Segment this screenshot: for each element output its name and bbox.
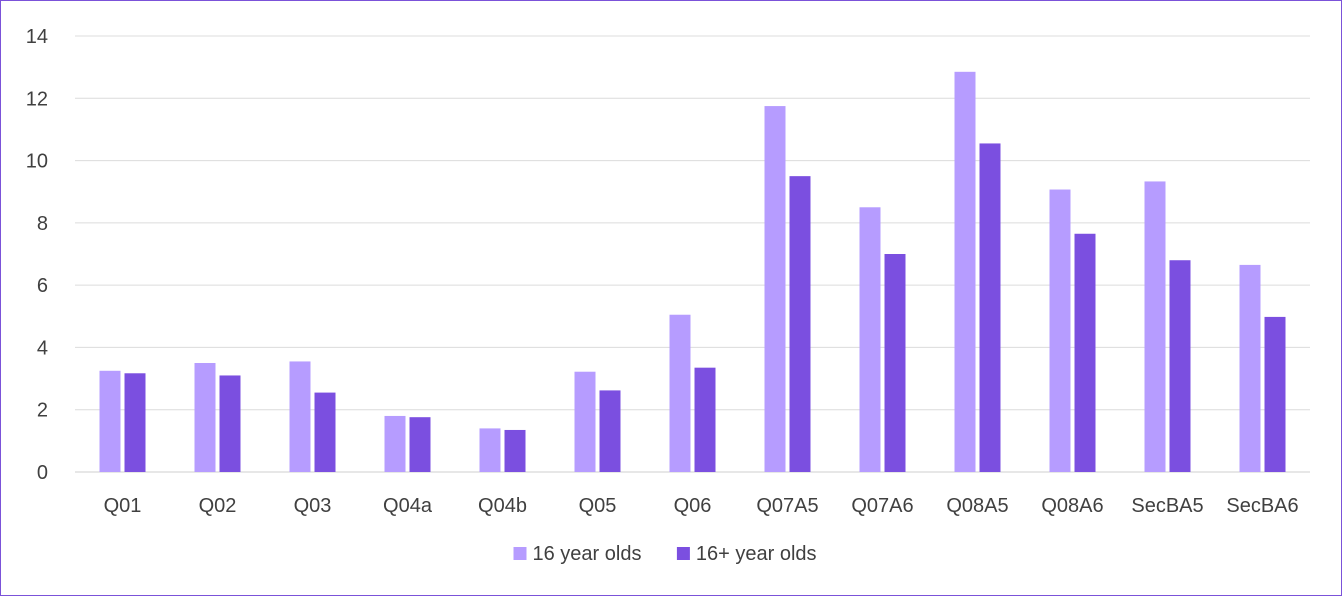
x-tick-label: Q08A6 <box>1041 495 1103 517</box>
bar-SecBA6-series-1 <box>1239 264 1261 472</box>
bar-Q03-series-1 <box>289 361 311 472</box>
bar-Q03-series-2 <box>314 392 336 472</box>
x-tick-label: Q07A6 <box>851 495 913 517</box>
bar-Q04a-series-1 <box>384 415 406 472</box>
y-tick-label: 6 <box>37 275 48 297</box>
bar-Q02-series-2 <box>219 375 241 472</box>
x-tick-label: SecBA6 <box>1226 495 1298 517</box>
x-tick-label: Q02 <box>199 495 237 517</box>
y-tick-label: 4 <box>37 337 48 359</box>
bar-Q04a-series-2 <box>409 417 431 472</box>
legend-label: 16 year olds <box>533 543 642 565</box>
gridlines <box>75 35 1310 473</box>
y-tick-label: 12 <box>26 88 48 110</box>
bar-Q05-series-2 <box>599 390 621 472</box>
bar-Q04b-series-2 <box>504 429 526 472</box>
bar-Q07A5-series-1 <box>764 106 786 473</box>
y-axis-ticks: 0 2 4 6 8 10 12 14 <box>26 26 48 484</box>
x-axis-ticks: Q01 Q02 Q03 Q04a Q04b Q05 Q06 Q07A5 Q07A6 Q08A5 Q0… <box>104 495 1299 517</box>
bar-SecBA5-series-2 <box>1169 260 1191 472</box>
x-tick-label: Q03 <box>294 495 332 517</box>
bar-SecBA5-series-1 <box>1144 181 1166 473</box>
legend-swatch <box>513 547 527 560</box>
x-tick-label: Q08A5 <box>946 495 1008 517</box>
x-tick-label: Q04a <box>383 495 433 517</box>
legend-label: 16+ year olds <box>696 543 817 565</box>
x-tick-label: Q06 <box>674 495 712 517</box>
bar-Q07A5-series-2 <box>789 176 811 472</box>
legend-swatch <box>676 547 690 560</box>
bar-Q05-series-1 <box>574 371 596 472</box>
bar-SecBA6-series-2 <box>1264 316 1286 472</box>
x-tick-label: Q01 <box>104 495 142 517</box>
y-tick-label: 0 <box>37 462 48 484</box>
bar-Q01-series-1 <box>99 370 121 472</box>
bar-Q06-series-2 <box>694 367 716 472</box>
x-tick-label: Q05 <box>579 495 617 517</box>
bars <box>99 71 1286 473</box>
y-tick-label: 10 <box>26 151 48 173</box>
bar-Q07A6-series-1 <box>859 207 881 473</box>
bar-Q08A5-series-2 <box>979 143 1001 472</box>
bar-Q06-series-1 <box>669 314 691 472</box>
y-tick-label: 8 <box>37 213 48 235</box>
y-tick-label: 2 <box>37 400 48 422</box>
bar-Q02-series-1 <box>194 363 216 472</box>
bar-Q08A6-series-1 <box>1049 189 1071 472</box>
x-tick-label: SecBA5 <box>1131 495 1203 517</box>
bar-Q01-series-2 <box>124 373 146 472</box>
bar-Q07A6-series-2 <box>884 254 906 472</box>
x-tick-label: Q04b <box>478 495 527 517</box>
legend: 16 year olds 16+ year olds <box>513 543 817 565</box>
bar-Q08A6-series-2 <box>1074 233 1096 472</box>
bar-Q08A5-series-1 <box>954 71 976 473</box>
y-tick-label: 14 <box>26 26 48 48</box>
x-tick-label: Q07A5 <box>756 495 818 517</box>
bar-Q04b-series-1 <box>479 428 501 472</box>
